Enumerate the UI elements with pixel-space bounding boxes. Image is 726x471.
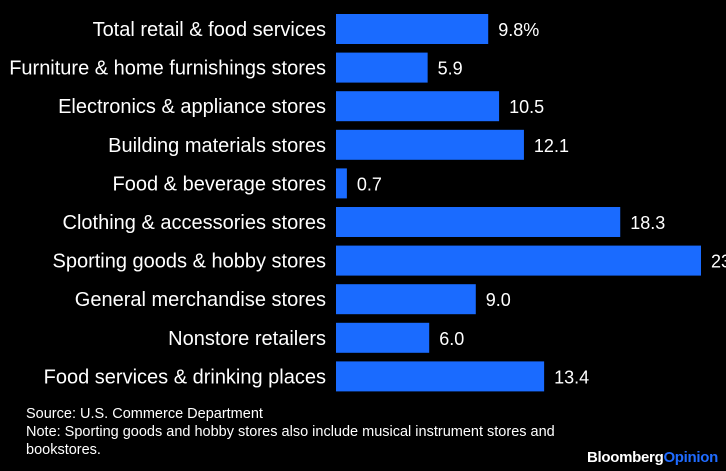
category-label: Sporting goods & hobby stores (52, 251, 326, 273)
value-label: 12.1 (534, 136, 569, 156)
value-label: 10.5 (509, 97, 544, 117)
brand-opinion: Opinion (663, 449, 718, 466)
bar (336, 284, 476, 315)
category-label: Clothing & accessories stores (63, 212, 326, 234)
bar (336, 322, 430, 353)
category-label: Building materials stores (108, 135, 326, 157)
value-label: 5.9 (438, 59, 463, 79)
category-label: Electronics & appliance stores (58, 96, 326, 118)
bar (336, 129, 524, 160)
brand-bloomberg: Bloomberg (586, 449, 664, 466)
value-label: 23.5 (711, 252, 726, 272)
footnote: Note: Sporting goods and hobby stores al… (26, 424, 555, 458)
value-label: 9.0 (486, 290, 511, 310)
source-note: Source: U.S. Commerce Department (26, 406, 263, 422)
bar (336, 207, 621, 237)
value-label: 18.3 (630, 213, 665, 233)
brand-logo: BloombergOpinion (587, 449, 718, 466)
value-label: 6.0 (439, 329, 464, 349)
bar (336, 14, 489, 44)
bar (336, 168, 347, 199)
value-label: 9.8% (498, 20, 539, 40)
category-label: General merchandise stores (75, 289, 326, 311)
bar (336, 52, 428, 83)
category-label: Nonstore retailers (168, 328, 326, 350)
category-label: Food services & drinking places (44, 366, 326, 388)
value-label: 0.7 (357, 174, 382, 194)
bar (336, 91, 500, 122)
bar-chart: Total retail & food services 9.8% Furnitur… (9, 14, 726, 392)
category-label: Food & beverage stores (113, 173, 326, 195)
bar (336, 245, 701, 276)
category-label: Total retail & food services (93, 19, 326, 41)
value-label: 13.4 (554, 367, 589, 387)
category-label: Furniture & home furnishings stores (9, 58, 326, 80)
bar (336, 361, 545, 392)
